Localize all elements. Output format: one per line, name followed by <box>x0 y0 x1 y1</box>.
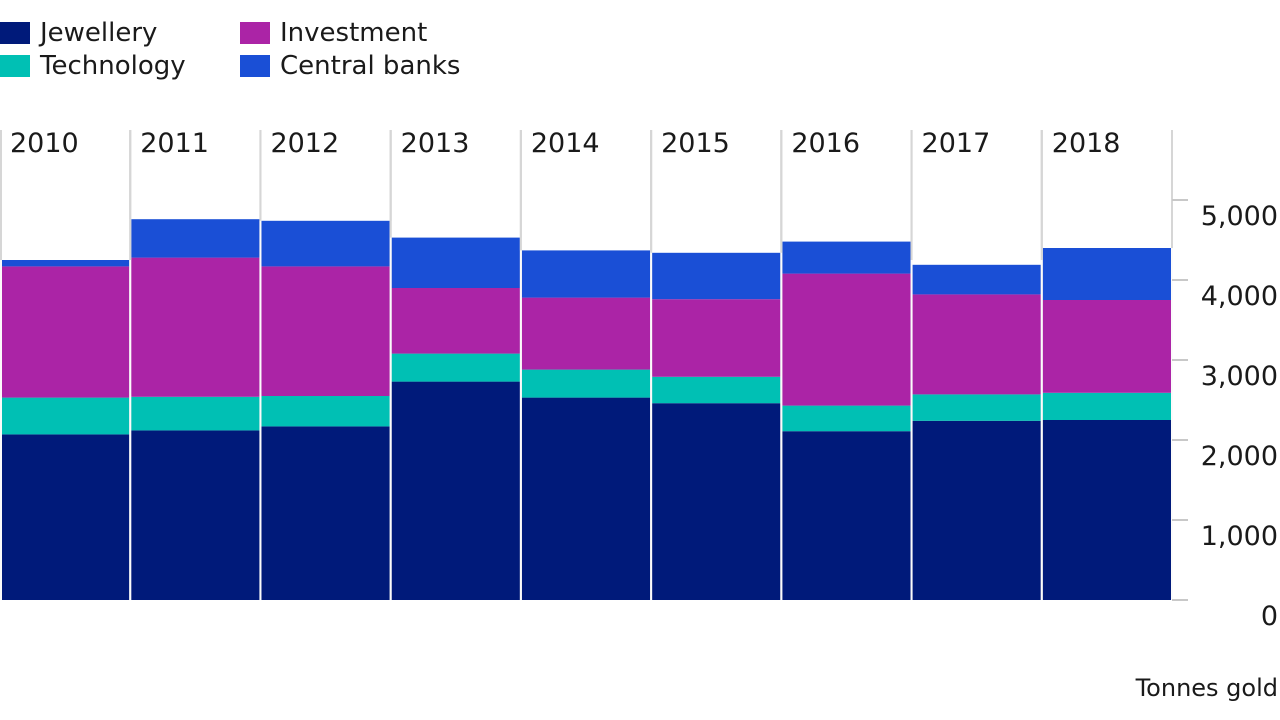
legend: Jewellery Investment Technology Central … <box>0 18 500 90</box>
bar-central-banks-2011 <box>130 219 261 258</box>
legend-label-investment: Investment <box>280 18 428 48</box>
year-label-2010: 2010 <box>10 128 79 159</box>
bar-technology-2017 <box>911 394 1042 421</box>
bar-investment-2012 <box>260 266 391 396</box>
bar-central-banks-2017 <box>911 264 1042 295</box>
bar-jewellery-2014 <box>520 397 652 600</box>
bar-technology-2018 <box>1041 392 1172 420</box>
bar-technology-2011 <box>130 396 261 431</box>
bar-central-banks-2015 <box>651 252 782 300</box>
y-tick-label-0: 0 <box>1261 601 1278 632</box>
bar-jewellery-2012 <box>260 426 391 600</box>
bar-jewellery-2015 <box>651 403 782 600</box>
legend-label-central-banks: Central banks <box>280 51 461 81</box>
bar-technology-2016 <box>781 405 912 432</box>
legend-label-technology: Technology <box>40 51 186 81</box>
legend-item-investment: Investment <box>240 18 427 48</box>
bar-investment-2014 <box>520 297 652 370</box>
legend-item-jewellery: Jewellery <box>0 18 157 48</box>
bar-central-banks-2013 <box>390 237 521 288</box>
legend-swatch-jewellery <box>0 22 30 44</box>
y-tick-label-5: 5,000 <box>1201 201 1278 232</box>
bar-investment-2017 <box>911 294 1042 395</box>
bar-central-banks-2018 <box>1041 248 1172 300</box>
legend-item-central-banks: Central banks <box>240 51 460 81</box>
y-tick-label-1: 1,000 <box>1201 521 1278 552</box>
bar-central-banks-2010 <box>0 260 131 267</box>
bar-jewellery-2010 <box>0 434 131 600</box>
bar-technology-2014 <box>520 369 652 398</box>
bar-jewellery-2017 <box>911 420 1042 600</box>
bar-technology-2010 <box>0 397 131 435</box>
year-label-2015: 2015 <box>661 128 730 159</box>
year-label-2016: 2016 <box>791 128 860 159</box>
year-label-2018: 2018 <box>1052 128 1121 159</box>
legend-swatch-investment <box>240 22 270 44</box>
year-label-2012: 2012 <box>270 128 339 159</box>
bar-jewellery-2013 <box>390 381 521 600</box>
bar-jewellery-2011 <box>130 430 261 600</box>
y-tick-label-2: 2,000 <box>1201 441 1278 472</box>
bar-jewellery-2018 <box>1041 420 1172 600</box>
year-label-2014: 2014 <box>531 128 600 159</box>
bar-central-banks-2016 <box>781 241 912 274</box>
bar-central-banks-2014 <box>520 250 652 298</box>
y-axis-unit-label: Tonnes gold <box>1135 674 1278 702</box>
y-tick-label-4: 4,000 <box>1201 281 1278 312</box>
legend-item-technology: Technology <box>0 51 186 81</box>
bar-technology-2013 <box>390 353 521 382</box>
bar-investment-2010 <box>0 266 131 398</box>
bar-investment-2013 <box>390 288 521 354</box>
bar-jewellery-2016 <box>781 431 912 600</box>
bar-investment-2015 <box>651 299 782 377</box>
bar-investment-2011 <box>130 257 261 397</box>
bar-technology-2015 <box>651 376 782 404</box>
legend-swatch-central-banks <box>240 55 270 77</box>
bar-central-banks-2012 <box>260 220 391 267</box>
bar-technology-2012 <box>260 396 391 427</box>
year-label-2011: 2011 <box>140 128 209 159</box>
year-label-2013: 2013 <box>401 128 470 159</box>
bar-investment-2018 <box>1041 300 1172 393</box>
y-tick-label-3: 3,000 <box>1201 361 1278 392</box>
legend-swatch-technology <box>0 55 30 77</box>
year-label-2017: 2017 <box>922 128 991 159</box>
bar-investment-2016 <box>781 273 912 406</box>
legend-label-jewellery: Jewellery <box>40 18 158 48</box>
